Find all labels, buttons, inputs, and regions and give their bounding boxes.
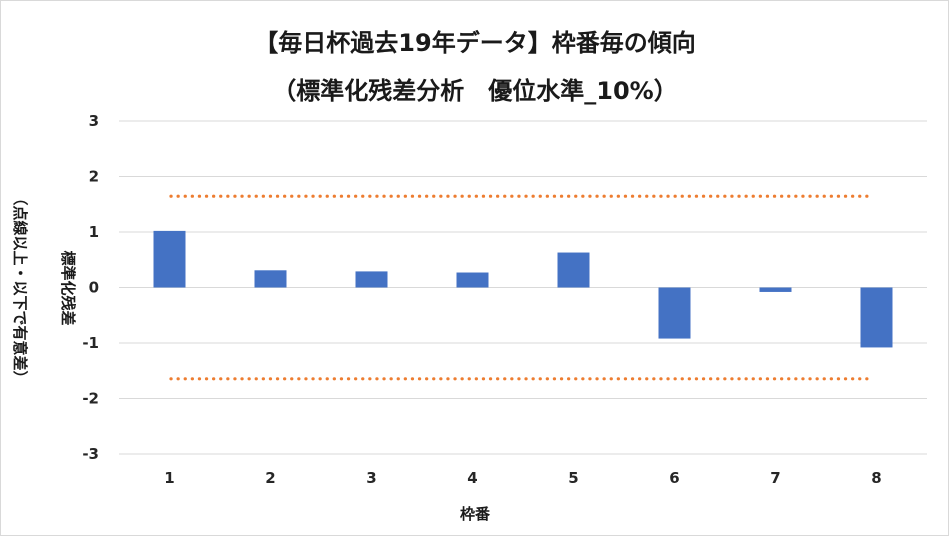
x-tick-label: 8: [871, 469, 881, 487]
bars: [153, 230, 893, 348]
bar-6: [658, 287, 691, 339]
bar-7: [759, 287, 792, 292]
x-tick-label: 1: [164, 469, 174, 487]
y-tick-label: 0: [89, 279, 99, 297]
x-tick-label: 2: [265, 469, 275, 487]
x-tick-label: 7: [770, 469, 780, 487]
threshold-lines: [169, 194, 873, 381]
bar-8: [860, 287, 893, 348]
y-tick-label: 3: [89, 112, 99, 130]
x-axis-title: 枠番: [460, 505, 491, 523]
bar-3: [355, 271, 388, 288]
x-tick-label: 6: [669, 469, 679, 487]
chart-subtitle: （標準化残差分析 優位水準_10%）: [272, 77, 677, 105]
x-tick-label: 4: [467, 469, 477, 487]
x-tick-labels: 1 2 3 4 5 6 7 8: [164, 469, 881, 487]
y-tick-labels: 3 2 1 0 -1 -2 -3: [82, 112, 99, 463]
y-tick-label: 2: [89, 168, 99, 186]
gridlines: [119, 120, 927, 455]
y-tick-label: -2: [82, 390, 99, 408]
bar-1: [153, 230, 186, 288]
y-axis-title-line1: 標準化残差: [59, 250, 77, 325]
y-tick-label: -3: [82, 445, 99, 463]
y-tick-label: 1: [89, 223, 99, 241]
y-axis-title-line2: （点線以上・以下で有意差）: [11, 190, 29, 385]
x-tick-label: 3: [366, 469, 376, 487]
bar-5: [557, 252, 590, 288]
y-tick-label: -1: [82, 334, 99, 352]
bar-4: [456, 272, 489, 288]
chart-title: 【毎日杯過去19年データ】枠番毎の傾向: [254, 29, 695, 57]
bar-2: [254, 270, 287, 288]
x-tick-label: 5: [568, 469, 578, 487]
